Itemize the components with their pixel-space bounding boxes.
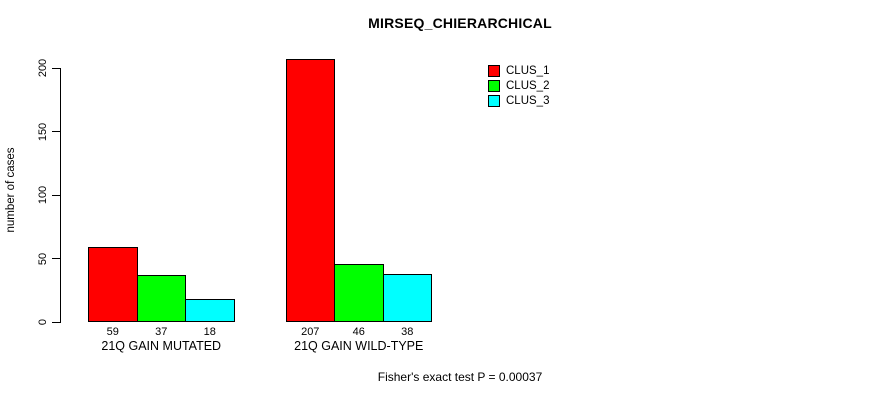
- bar-value-label: 18: [203, 326, 216, 338]
- legend-swatch-icon: [488, 94, 500, 107]
- y-axis-tick: [52, 258, 60, 259]
- bar-value-label: 46: [352, 326, 365, 338]
- legend-label: CLUS_2: [506, 79, 550, 92]
- y-axis-tick: [52, 131, 60, 132]
- y-axis-tick-label: 200: [37, 58, 49, 78]
- legend-entry-clus_2: CLUS_2: [488, 78, 549, 93]
- legend-entry-clus_1: CLUS_1: [488, 63, 549, 78]
- bar-clus_3-group2: [382, 273, 432, 322]
- legend-swatch-icon: [488, 64, 500, 77]
- legend-label: CLUS_3: [506, 94, 550, 107]
- y-axis-tick: [52, 67, 60, 69]
- y-axis-label: number of cases: [5, 147, 17, 233]
- chart-title: MIRSEQ_CHIERARCHICAL: [368, 15, 552, 31]
- bar-clus_1-group1: [88, 247, 138, 322]
- bar-clus_3-group1: [185, 299, 235, 322]
- bar-value-label: 38: [401, 326, 414, 338]
- category-label: 21Q GAIN WILD-TYPE: [294, 339, 424, 353]
- y-axis-tick-label: 150: [37, 122, 49, 141]
- bar-value-label: 59: [106, 326, 119, 338]
- legend-swatch-icon: [488, 79, 500, 92]
- legend-label: CLUS_1: [506, 64, 550, 77]
- legend: CLUS_1 CLUS_2 CLUS_3: [488, 63, 549, 108]
- bar-clus_2-group1: [136, 275, 186, 322]
- bar-value-label: 207: [301, 326, 320, 338]
- y-axis-tick-label: 0: [37, 318, 49, 326]
- bar-value-label: 37: [155, 326, 168, 338]
- y-axis-tick: [52, 194, 60, 196]
- y-axis-tick-label: 50: [37, 252, 49, 265]
- fisher-test-annotation: Fisher's exact test P = 0.00037: [377, 370, 543, 384]
- legend-entry-clus_3: CLUS_3: [488, 93, 549, 108]
- y-axis-tick-label: 100: [37, 185, 49, 205]
- category-label: 21Q GAIN MUTATED: [101, 339, 222, 353]
- y-axis-line: [60, 68, 61, 323]
- bar-clus_2-group2: [334, 263, 384, 322]
- bar-clus_1-group2: [285, 59, 335, 322]
- y-axis-tick: [52, 321, 60, 323]
